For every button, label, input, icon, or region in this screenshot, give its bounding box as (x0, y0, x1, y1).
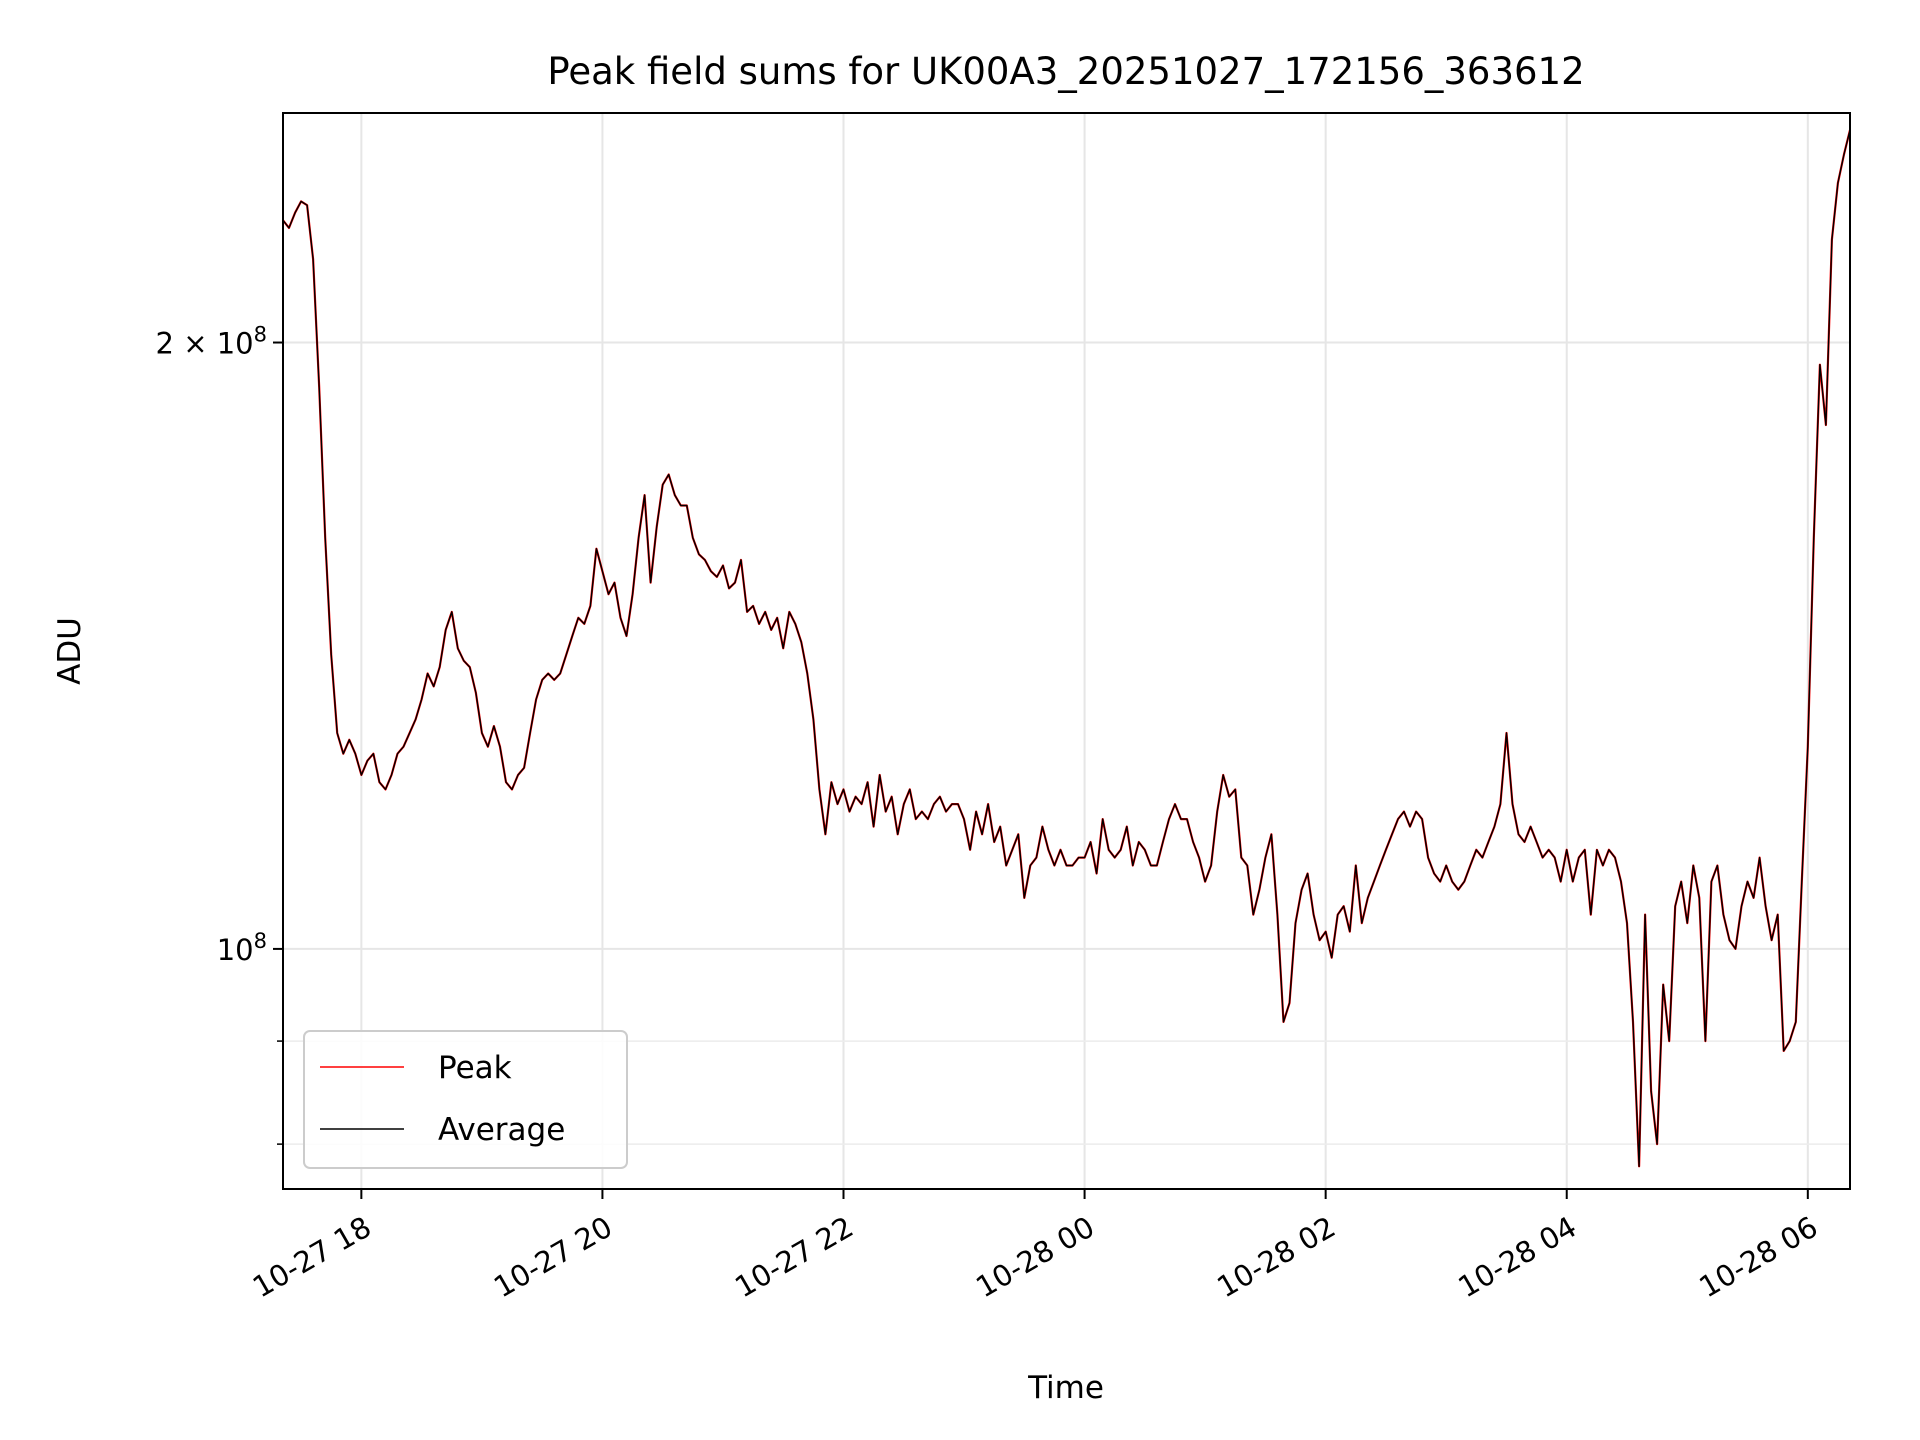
legend-label-average: Average (438, 1112, 565, 1148)
legend: Peak Average (303, 1030, 628, 1169)
plot-frame (282, 112, 1851, 1190)
y-axis-ticks: 108 2 × 108 (156, 323, 283, 1145)
legend-label-peak: Peak (438, 1050, 512, 1086)
series-lines (282, 129, 1852, 1168)
y-axis-title: ADU (52, 617, 88, 685)
x-axis-title: Time (1027, 1370, 1104, 1406)
chart-title: Peak field sums for UK00A3_20251027_1721… (547, 50, 1584, 93)
y-tick-label: 108 (217, 929, 267, 967)
series-line-average (282, 129, 1851, 1168)
y-tick-label: 2 × 108 (156, 323, 267, 361)
legend-box (303, 1030, 628, 1169)
